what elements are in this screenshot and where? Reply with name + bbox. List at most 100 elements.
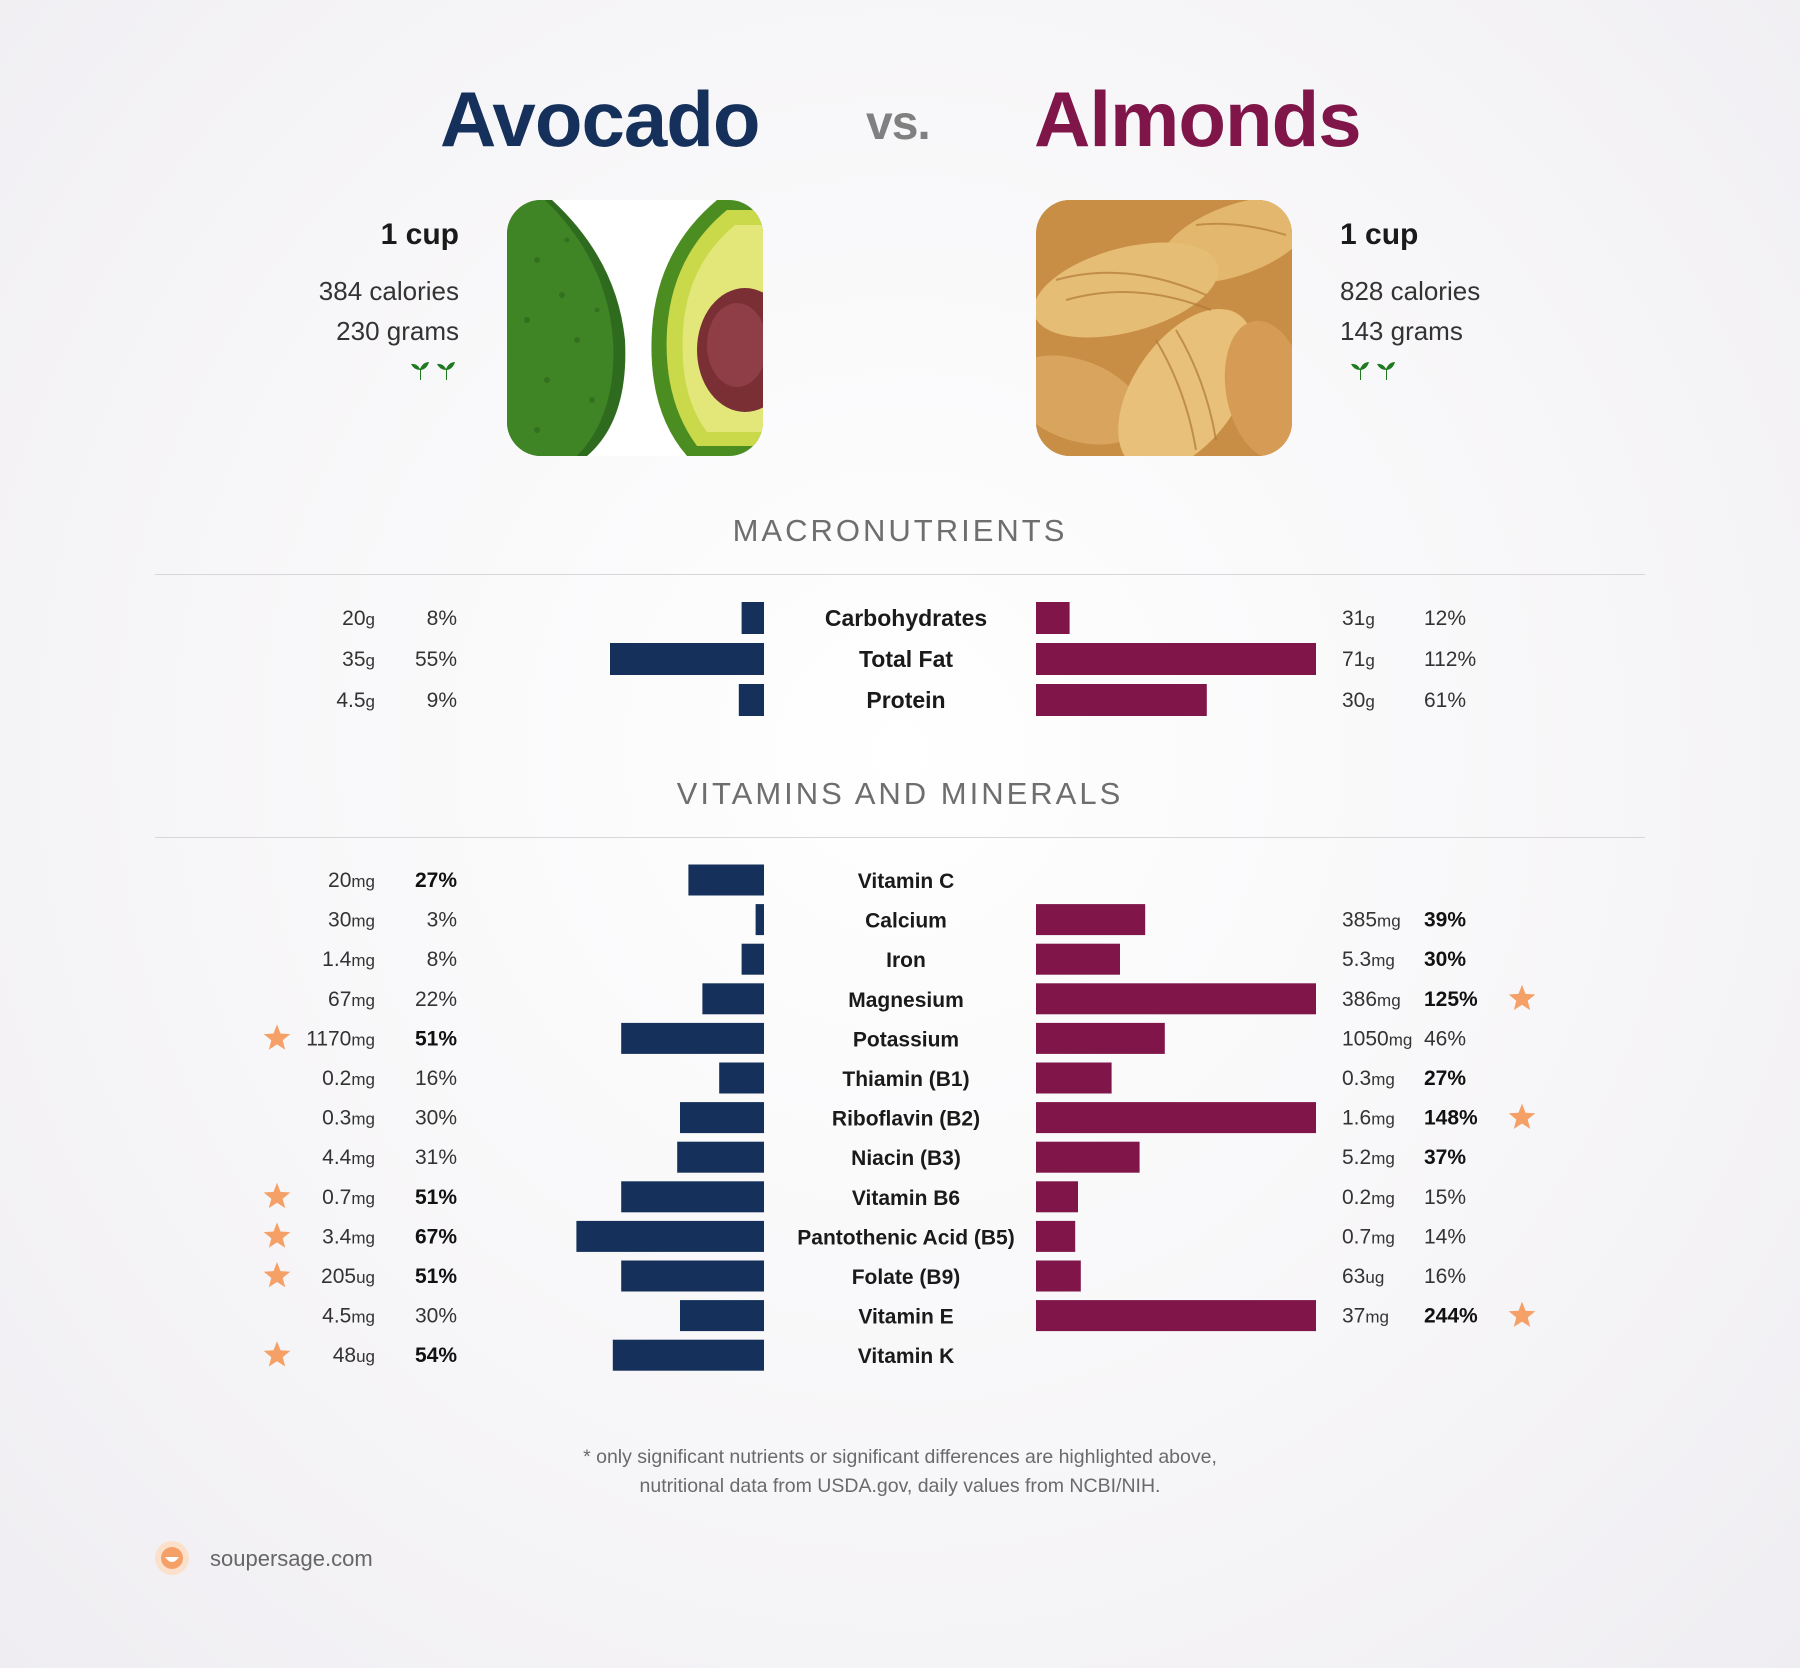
nutrient-label: Magnesium bbox=[848, 989, 964, 1012]
almonds-bar bbox=[1036, 643, 1316, 675]
sprout-icon bbox=[408, 358, 460, 388]
avocado-bar bbox=[741, 943, 764, 975]
avocado-amount-label: 48ug bbox=[333, 1344, 375, 1367]
almonds-bar bbox=[1036, 1102, 1316, 1134]
almonds-percent-label: 39% bbox=[1424, 909, 1466, 932]
avocado-percent-label: 51% bbox=[415, 1265, 457, 1288]
nutrient-label: Thiamin (B1) bbox=[842, 1068, 969, 1091]
footnote-line-2: nutritional data from USDA.gov, daily va… bbox=[639, 1475, 1161, 1497]
avocado-percent-label: 51% bbox=[415, 1186, 457, 1209]
almonds-photo bbox=[1036, 200, 1292, 456]
avocado-bar bbox=[621, 1181, 764, 1213]
avocado-photo bbox=[507, 200, 763, 456]
almonds-percent-label: 14% bbox=[1424, 1225, 1466, 1248]
almonds-bar bbox=[1036, 1260, 1081, 1292]
avocado-percent-label: 22% bbox=[415, 988, 457, 1011]
star-icon bbox=[1508, 1301, 1536, 1327]
almonds-amount-label: 1.6mg bbox=[1342, 1107, 1395, 1130]
left-grams: 230 grams bbox=[336, 316, 459, 346]
avocado-bar bbox=[612, 1339, 764, 1371]
almonds-bar bbox=[1036, 904, 1146, 936]
right-serving: 1 cup bbox=[1340, 218, 1419, 251]
avocado-amount-label: 3.4mg bbox=[322, 1225, 375, 1248]
almonds-percent-label: 46% bbox=[1424, 1027, 1466, 1050]
almonds-bar bbox=[1036, 684, 1207, 716]
footnote-line-1: * only significant nutrients or signific… bbox=[583, 1446, 1217, 1468]
star-icon bbox=[263, 1222, 291, 1248]
avocado-amount-label: 4.4mg bbox=[322, 1146, 375, 1169]
star-icon bbox=[1508, 984, 1536, 1011]
right-calories: 828 calories bbox=[1340, 276, 1481, 306]
avocado-percent-label: 30% bbox=[415, 1305, 457, 1328]
almonds-percent-label: 61% bbox=[1424, 689, 1466, 712]
almonds-bar bbox=[1036, 1181, 1078, 1213]
section-title-macronutrients: MACRONUTRIENTS bbox=[732, 513, 1068, 548]
almonds-bar bbox=[1036, 943, 1120, 975]
avocado-bar bbox=[621, 1260, 764, 1292]
almonds-percent-label: 148% bbox=[1424, 1107, 1478, 1130]
almonds-percent-label: 16% bbox=[1424, 1265, 1466, 1288]
avocado-bar bbox=[621, 1022, 764, 1054]
nutrient-label: Pantothenic Acid (B5) bbox=[797, 1226, 1014, 1249]
star-icon bbox=[263, 1182, 291, 1209]
avocado-bar bbox=[719, 1062, 764, 1094]
avocado-amount-label: 20g bbox=[342, 607, 375, 630]
almonds-percent-label: 244% bbox=[1424, 1305, 1478, 1328]
avocado-bar bbox=[755, 904, 764, 936]
star-icon bbox=[263, 1024, 291, 1050]
nutrient-label: Iron bbox=[886, 949, 926, 972]
nutrient-label: Vitamin B6 bbox=[852, 1187, 960, 1210]
almonds-bar bbox=[1036, 1062, 1112, 1094]
section-divider bbox=[155, 574, 1645, 575]
avocado-percent-label: 16% bbox=[415, 1067, 457, 1090]
avocado-percent-label: 51% bbox=[415, 1027, 457, 1050]
soupersage-logo-icon bbox=[154, 1540, 190, 1576]
avocado-bar bbox=[677, 1141, 764, 1173]
almonds-amount-label: 37mg bbox=[1342, 1305, 1389, 1328]
star-icon bbox=[263, 1341, 291, 1367]
almonds-amount-label: 31g bbox=[1342, 607, 1375, 630]
avocado-percent-label: 31% bbox=[415, 1146, 457, 1169]
almonds-percent-label: 125% bbox=[1424, 988, 1478, 1011]
almonds-percent-label: 27% bbox=[1424, 1067, 1466, 1090]
nutrient-label: Vitamin K bbox=[858, 1345, 954, 1368]
brand-link[interactable]: soupersage.com bbox=[210, 1546, 373, 1571]
almonds-percent-label: 15% bbox=[1424, 1186, 1466, 1209]
avocado-amount-label: 67mg bbox=[328, 988, 375, 1011]
section-title-vitamins: VITAMINS AND MINERALS bbox=[676, 776, 1124, 811]
left-serving: 1 cup bbox=[380, 218, 459, 251]
avocado-amount-label: 4.5mg bbox=[322, 1305, 375, 1328]
footnote: * only significant nutrients or signific… bbox=[0, 1443, 1800, 1501]
avocado-amount-label: 0.3mg bbox=[322, 1107, 375, 1130]
almonds-amount-label: 1050mg bbox=[1342, 1027, 1412, 1050]
left-food-title: Avocado bbox=[440, 75, 761, 163]
nutrient-label: Calcium bbox=[865, 910, 947, 933]
vs-label: vs. bbox=[866, 97, 931, 150]
avocado-bar bbox=[610, 643, 764, 675]
almonds-amount-label: 0.7mg bbox=[1342, 1225, 1395, 1248]
almonds-bar bbox=[1036, 1220, 1076, 1252]
avocado-bar bbox=[688, 864, 764, 896]
avocado-percent-label: 27% bbox=[415, 869, 457, 892]
avocado-bar bbox=[741, 602, 764, 634]
sprout-icon bbox=[1348, 358, 1400, 388]
avocado-amount-label: 1.4mg bbox=[322, 948, 375, 971]
almonds-percent-label: 37% bbox=[1424, 1146, 1466, 1169]
nutrient-label: Riboflavin (B2) bbox=[832, 1108, 980, 1131]
avocado-bar bbox=[680, 1102, 764, 1134]
avocado-amount-label: 35g bbox=[342, 648, 375, 671]
avocado-percent-label: 8% bbox=[427, 607, 457, 630]
avocado-bar bbox=[680, 1300, 764, 1332]
almonds-bar bbox=[1036, 983, 1316, 1015]
almonds-amount-label: 0.2mg bbox=[1342, 1186, 1395, 1209]
avocado-amount-label: 20mg bbox=[328, 869, 375, 892]
nutrient-label: Carbohydrates bbox=[825, 605, 987, 631]
avocado-amount-label: 1170mg bbox=[306, 1027, 375, 1050]
star-icon bbox=[1508, 1103, 1536, 1129]
avocado-bar bbox=[576, 1220, 764, 1252]
avocado-amount-label: 0.2mg bbox=[322, 1067, 375, 1090]
avocado-percent-label: 67% bbox=[415, 1225, 457, 1248]
avocado-amount-label: 205ug bbox=[321, 1265, 375, 1288]
right-grams: 143 grams bbox=[1340, 316, 1463, 346]
almonds-amount-label: 71g bbox=[1342, 648, 1375, 671]
